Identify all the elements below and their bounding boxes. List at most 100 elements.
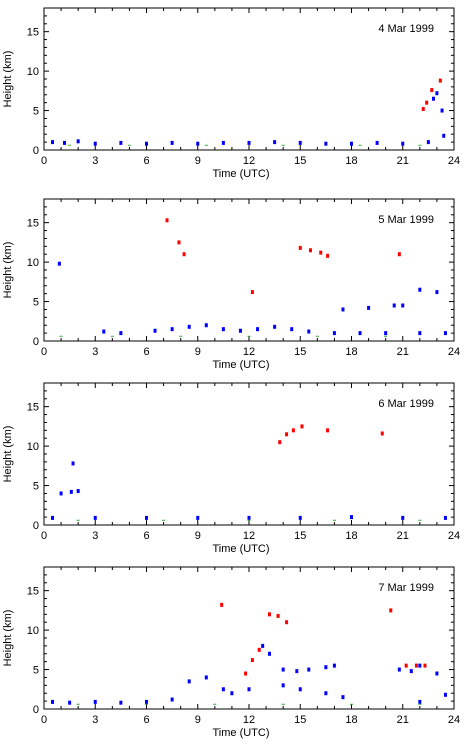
data-point bbox=[204, 675, 208, 680]
data-point bbox=[68, 144, 72, 146]
data-point bbox=[307, 329, 311, 334]
data-point bbox=[247, 519, 251, 521]
series-1 bbox=[51, 643, 447, 705]
date-label: 5 Mar 1999 bbox=[378, 214, 434, 226]
data-point bbox=[298, 515, 302, 520]
data-point bbox=[418, 287, 422, 292]
y-tick-label: 5 bbox=[33, 665, 39, 677]
data-point bbox=[401, 303, 405, 308]
x-tick-label: 15 bbox=[294, 155, 306, 167]
x-tick-label: 0 bbox=[41, 530, 47, 542]
data-point bbox=[404, 663, 408, 668]
data-point bbox=[435, 290, 439, 295]
x-tick-label: 3 bbox=[92, 714, 98, 726]
data-point bbox=[281, 683, 285, 688]
data-point bbox=[438, 78, 442, 83]
data-point bbox=[273, 140, 277, 145]
y-tick-label: 0 bbox=[33, 704, 39, 716]
data-point bbox=[397, 252, 401, 257]
x-tick-label: 9 bbox=[195, 155, 201, 167]
data-point bbox=[295, 669, 299, 674]
data-point bbox=[432, 96, 435, 101]
data-point bbox=[247, 140, 251, 145]
date-label: 4 Mar 1999 bbox=[378, 23, 434, 35]
data-point bbox=[392, 303, 396, 308]
data-point bbox=[76, 519, 80, 521]
data-point bbox=[204, 144, 208, 146]
x-tick-label: 9 bbox=[195, 714, 201, 726]
data-point bbox=[196, 515, 200, 520]
data-point bbox=[63, 140, 66, 145]
data-point bbox=[153, 328, 157, 333]
chart-panel-2: 0 3 6 9 12 15 18 21 24 0 5 10 15 Time (UTC) Height (km… bbox=[2, 198, 460, 371]
data-point bbox=[367, 305, 371, 310]
data-point bbox=[421, 106, 425, 111]
x-tick-label: 9 bbox=[195, 346, 201, 358]
chart-panel-1: 0 3 6 9 12 15 18 21 24 0 5 10 15 Time (UTC) Height (km… bbox=[2, 7, 460, 180]
data-point bbox=[443, 692, 447, 697]
x-axis-label: Time (UTC) bbox=[212, 359, 269, 371]
data-point bbox=[409, 669, 413, 674]
data-point bbox=[51, 140, 55, 145]
data-point bbox=[290, 327, 294, 332]
data-point bbox=[59, 335, 63, 337]
series-2 bbox=[165, 218, 401, 295]
data-point bbox=[244, 671, 248, 676]
data-point bbox=[247, 515, 251, 520]
data-point bbox=[76, 489, 80, 494]
x-tick-label: 3 bbox=[92, 155, 98, 167]
data-point bbox=[426, 140, 430, 145]
data-point bbox=[230, 691, 234, 696]
x-tick-label: 6 bbox=[143, 155, 149, 167]
y-tick-label: 10 bbox=[27, 441, 39, 453]
data-point bbox=[182, 252, 186, 257]
data-point bbox=[389, 608, 393, 613]
y-tick-label: 0 bbox=[33, 336, 39, 348]
data-point bbox=[425, 100, 429, 105]
x-tick-label: 12 bbox=[243, 155, 255, 167]
data-point bbox=[247, 687, 251, 692]
y-tick-label: 15 bbox=[27, 218, 39, 230]
plot-frame bbox=[43, 7, 455, 151]
data-point bbox=[170, 140, 174, 145]
series-2 bbox=[421, 78, 442, 111]
date-label: 6 Mar 1999 bbox=[378, 398, 434, 410]
x-tick-label: 9 bbox=[195, 530, 201, 542]
series-3 bbox=[76, 703, 422, 705]
x-tick-label: 21 bbox=[397, 346, 409, 358]
data-point bbox=[273, 324, 277, 329]
data-point bbox=[93, 515, 97, 520]
x-axis-label: Time (UTC) bbox=[212, 168, 269, 180]
data-point bbox=[350, 703, 353, 705]
x-tick-label: 0 bbox=[41, 346, 47, 358]
data-point bbox=[414, 663, 418, 668]
data-point bbox=[221, 140, 225, 145]
data-point bbox=[268, 612, 271, 617]
data-point bbox=[319, 250, 323, 255]
data-point bbox=[281, 703, 285, 705]
y-axis-label: Height (km) bbox=[2, 51, 14, 108]
data-point bbox=[384, 335, 388, 337]
plot-frame bbox=[43, 566, 455, 710]
data-point bbox=[76, 139, 80, 144]
data-point bbox=[298, 245, 302, 250]
data-point bbox=[102, 329, 106, 334]
series-2 bbox=[220, 602, 427, 676]
data-point bbox=[110, 335, 114, 337]
x-tick-label: 0 bbox=[41, 714, 47, 726]
data-point bbox=[332, 663, 336, 668]
y-axis-label: Height (km) bbox=[2, 242, 14, 299]
data-point bbox=[435, 91, 439, 96]
data-point bbox=[276, 613, 280, 618]
data-point bbox=[257, 647, 261, 652]
data-point bbox=[384, 331, 388, 336]
series-3 bbox=[59, 335, 388, 337]
data-point bbox=[51, 515, 55, 520]
data-point bbox=[418, 519, 422, 521]
data-point bbox=[443, 515, 447, 520]
series-3 bbox=[76, 519, 422, 521]
data-point bbox=[204, 323, 208, 328]
data-point bbox=[177, 240, 181, 245]
data-point bbox=[256, 327, 260, 332]
